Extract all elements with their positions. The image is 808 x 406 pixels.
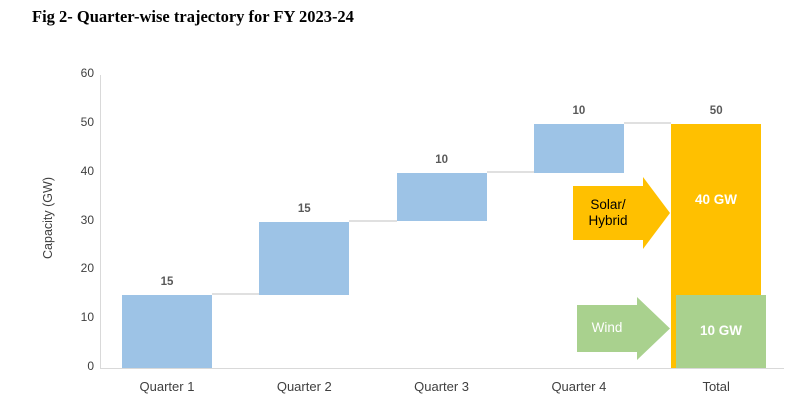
connector-line [349,219,397,222]
right-block-arrow-icon [577,297,670,360]
bar-quarter-4 [533,123,624,173]
bar-quarter-3 [396,172,487,222]
bar-quarter-2 [259,221,350,295]
total-solar-segment-label: 40 GW [694,192,737,207]
bar-value-label: 15 [160,275,174,288]
connector-line [623,121,672,124]
connector-line [486,170,534,173]
bar-quarter-1 [122,294,212,368]
y-tick-label: 50 [80,114,94,129]
bar-value-label: 50 [709,104,723,117]
bar-value-label: 15 [297,202,311,215]
y-tick-label: 20 [80,261,94,276]
solar-hybrid-arrow-annotation: Solar/ Hybrid [573,177,670,249]
solar-arrow-label-line2: Hybrid [588,213,628,228]
bar-value-label: 10 [572,104,586,117]
y-tick-label: 0 [87,359,94,373]
connector-line [212,292,260,295]
x-category-label-1: Quarter 1 [139,379,195,394]
figure-title: Fig 2- Quarter-wise trajectory for FY 20… [32,7,354,26]
total-wind-segment-label: 10 GW [699,323,742,338]
x-category-label-4: Quarter 4 [551,379,607,394]
y-tick-label: 40 [80,163,94,178]
wind-arrow-annotation: Wind [577,297,670,360]
y-tick-label: 10 [80,310,94,325]
y-axis-line [100,75,101,368]
total-bar-wind-segment [676,294,767,368]
x-axis-line [100,368,784,369]
bar-value-label: 10 [435,153,448,166]
solar-hybrid-arrow-label: Solar/ Hybrid [573,186,643,240]
wind-arrow-label: Wind [591,320,623,336]
x-category-label-5: Total [702,379,730,394]
y-tick-label: 30 [80,212,94,227]
y-tick-label: 60 [80,66,94,80]
solar-arrow-label-line1: Solar/ [590,196,626,212]
x-category-label-3: Quarter 3 [414,379,470,394]
right-block-arrow-icon [573,177,670,249]
x-category-label-2: Quarter 2 [276,379,332,394]
